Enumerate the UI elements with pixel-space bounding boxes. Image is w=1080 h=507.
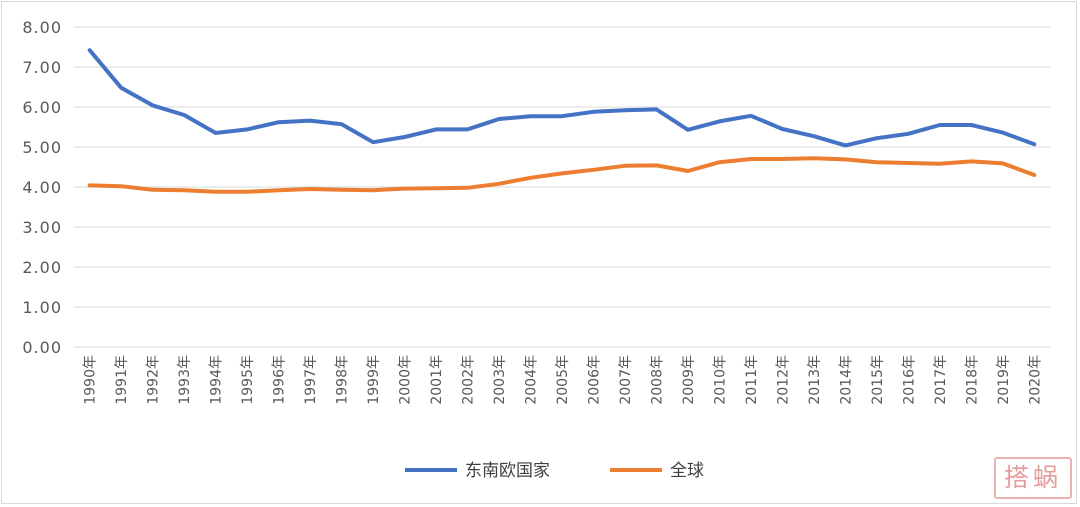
x-tick-label: 2018年: [964, 355, 980, 405]
y-tick-label: 4.00: [22, 178, 62, 197]
x-tick-label: 2004年: [524, 355, 540, 405]
x-tick-label: 2003年: [492, 355, 508, 405]
x-tick-label: 1990年: [83, 355, 99, 405]
x-tick-label: 1996年: [272, 355, 288, 405]
x-tick-label: 1997年: [303, 355, 319, 405]
x-tick-label: 2019年: [996, 355, 1012, 405]
x-tick-label: 1993年: [177, 355, 193, 405]
x-tick-label: 2017年: [933, 355, 949, 405]
y-tick-label: 2.00: [22, 258, 62, 277]
x-tick-label: 2014年: [838, 355, 854, 405]
legend-label-1: 全球: [670, 461, 704, 481]
x-tick-label: 2000年: [398, 355, 414, 405]
y-tick-label: 3.00: [22, 218, 62, 237]
x-tick-label: 1998年: [335, 355, 351, 405]
x-tick-label: 2001年: [429, 355, 445, 405]
y-tick-label: 6.00: [22, 98, 62, 117]
y-tick-label: 8.00: [22, 18, 62, 37]
x-tick-label: 2015年: [870, 355, 886, 405]
x-tick-label: 2012年: [775, 355, 791, 405]
x-tick-label: 2020年: [1027, 355, 1043, 405]
y-axis-ticks: 0.00 1.00 2.00 3.00 4.00 5.00 6.00 7.00 8.00: [22, 18, 62, 357]
x-tick-label: 2013年: [807, 355, 823, 405]
legend-label-0: 东南欧国家: [465, 461, 550, 481]
x-tick-label: 2009年: [681, 355, 697, 405]
x-tick-label: 1999年: [366, 355, 382, 405]
x-tick-label: 1991年: [114, 355, 130, 405]
y-tick-label: 1.00: [22, 298, 62, 317]
x-axis-ticks: 1990年 1991年 1992年 1993年 1994年 1995年 1996年 1997年…: [83, 355, 1044, 405]
x-tick-label: 2010年: [712, 355, 728, 405]
series-line-0: [87, 48, 1037, 148]
y-tick-label: 7.00: [22, 58, 62, 77]
x-tick-label: 2011年: [744, 355, 760, 405]
x-tick-label: 2008年: [649, 355, 665, 405]
x-tick-label: 2007年: [618, 355, 634, 405]
x-tick-label: 1995年: [240, 355, 256, 405]
x-tick-label: 1992年: [146, 355, 162, 405]
x-tick-label: 1994年: [209, 355, 225, 405]
y-tick-label: 0.00: [22, 338, 62, 357]
x-tick-label: 2005年: [555, 355, 571, 405]
x-tick-label: 2016年: [901, 355, 917, 405]
legend: 东南欧国家 全球: [405, 461, 704, 481]
x-tick-label: 2006年: [586, 355, 602, 405]
series-lines: [87, 48, 1037, 194]
x-tick-label: 2002年: [461, 355, 477, 405]
series-line-1: [87, 156, 1037, 194]
watermark-stamp: 搭蜗: [994, 457, 1072, 499]
y-tick-label: 5.00: [22, 138, 62, 157]
gridlines: [74, 26, 1050, 348]
